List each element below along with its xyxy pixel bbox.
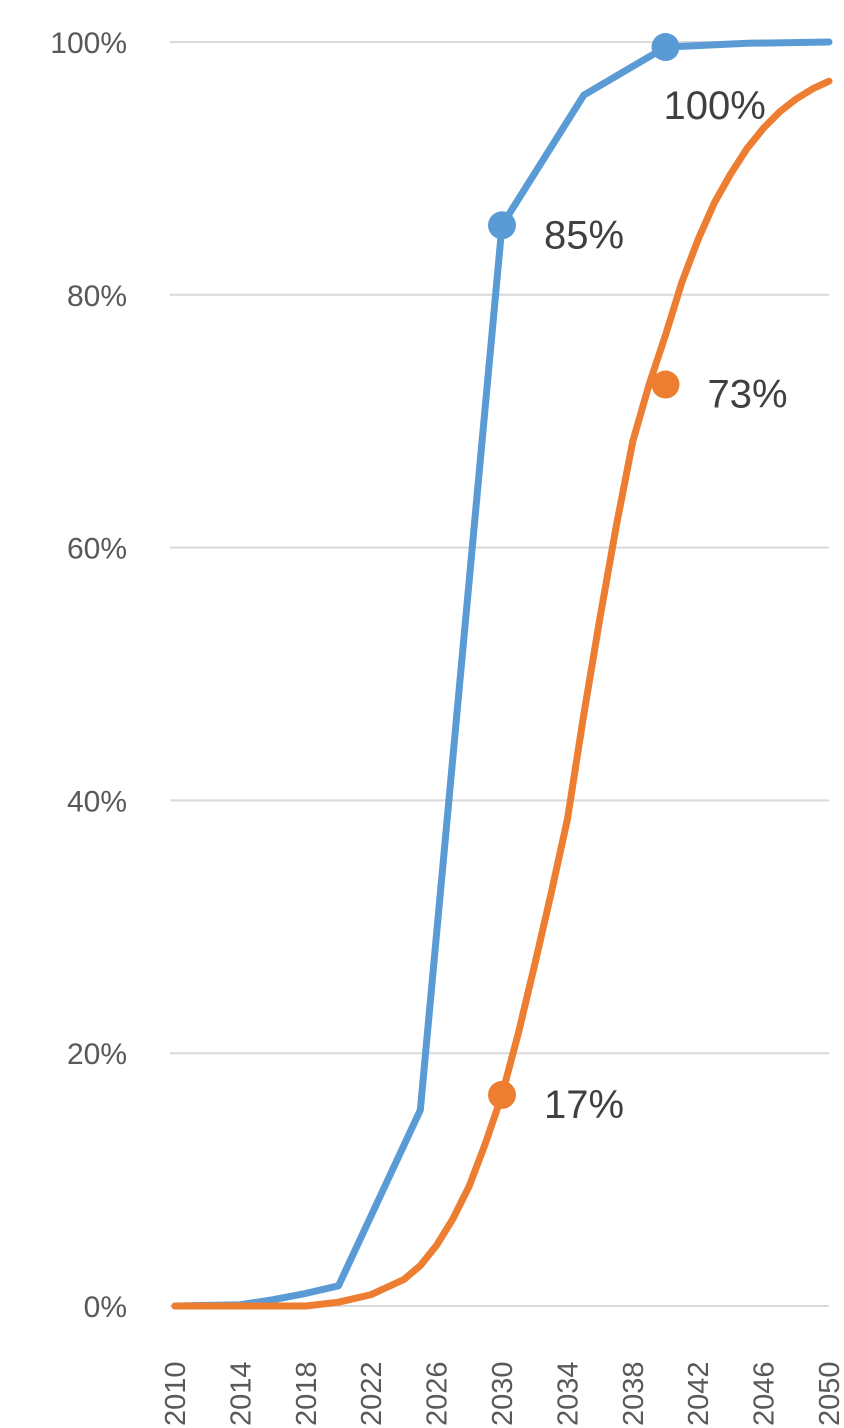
data-markers [488,33,680,1109]
y-axis-ticks: 0% 20% 40% 60% 80% 100% [50,27,127,1324]
x-tick-label: 2014 [225,1361,257,1426]
series-line-2 [171,77,833,1310]
x-tick-label: 2022 [356,1361,388,1426]
y-tick-label: 100% [50,27,127,60]
x-tick-label: 2038 [618,1361,650,1426]
x-tick-label: 2026 [422,1361,454,1426]
x-tick-label: 2030 [487,1361,519,1426]
x-tick-label: 2010 [160,1361,192,1426]
data-label: 73% [708,373,788,417]
y-tick-label: 0% [84,1291,127,1324]
y-tick-label: 80% [67,280,127,313]
x-tick-label: 2018 [291,1361,323,1426]
y-tick-label: 40% [67,785,127,818]
x-axis-ticks: 2010 2014 2018 2022 2026 2030 2034 2038 2042 2046… [160,1361,844,1426]
data-marker-2-2 [651,370,680,399]
y-tick-label: 20% [67,1038,127,1071]
x-tick-label: 2046 [749,1361,781,1426]
x-tick-label: 2034 [552,1361,584,1426]
data-label: 17% [544,1083,624,1127]
data-marker-1-1 [488,211,516,240]
data-label: 100% [664,84,766,128]
gridlines [170,41,829,1307]
data-marker-1-2 [651,33,680,62]
y-tick-label: 60% [67,533,127,566]
x-tick-label: 2050 [814,1361,844,1426]
data-marker-2-1 [488,1080,516,1109]
data-labels: 85% 100% 17% 73% [544,84,788,1127]
x-tick-label: 2042 [683,1361,715,1426]
data-label: 85% [544,213,624,257]
